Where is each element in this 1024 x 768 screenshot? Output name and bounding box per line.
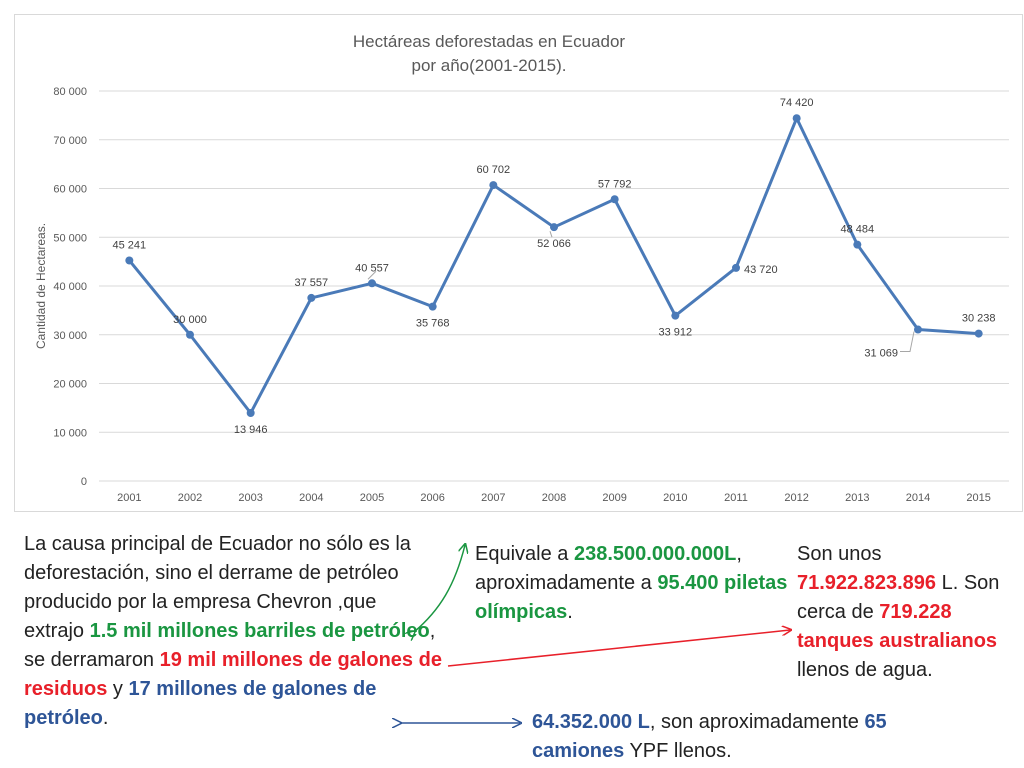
red-arrow [447,630,790,667]
data-point [671,311,680,320]
x-tick-label: 2002 [178,492,202,504]
data-label: 45 241 [113,239,147,251]
y-tick-label: 30 000 [53,330,87,342]
data-label: 52 066 [537,238,571,250]
data-point [125,256,134,265]
x-tick-label: 2013 [845,492,869,504]
oil-spilled-highlight: 17 millones de galones de petróleo [24,678,377,729]
data-point [853,240,862,249]
chart-title-line: por año(2001-2015). [411,56,566,75]
data-label: 13 946 [234,424,268,436]
y-tick-label: 50 000 [53,232,87,244]
data-point [368,279,376,288]
data-label: 43 720 [744,264,778,276]
x-tick-label: 2003 [238,492,262,504]
data-label: 31 069 [864,348,898,360]
leader-line [549,231,553,238]
data-label: 30 238 [962,313,996,325]
oil-extracted-highlight: 1.5 mil millones barriles de petróleo [89,620,430,642]
data-point [550,223,558,232]
tanks-note: Son unos 71.922.823.896 L. Son cerca de … [797,543,1000,681]
y-tick-label: 20 000 [53,379,87,391]
x-tick-label: 2009 [602,492,626,504]
x-tick-label: 2006 [420,492,444,504]
data-label: 57 792 [598,178,632,190]
equivalence-note: Equivale a 238.500.000.000L, aproximadam… [475,543,788,623]
x-tick-label: 2011 [724,492,748,504]
data-point [186,330,194,339]
data-point [428,302,437,311]
data-label: 60 702 [477,164,511,176]
data-label: 37 557 [295,277,329,289]
series-line [128,116,979,415]
data-point [489,181,498,190]
leader-line [900,331,915,353]
leader-line [367,270,377,280]
data-point [732,263,740,272]
data-point [610,195,619,204]
data-label: 35 768 [416,318,450,330]
data-label: 48 484 [841,224,875,236]
data-point [914,325,922,334]
y-tick-label: 0 [81,476,87,488]
waste-spilled-highlight: 19 mil millones de galones de residuos [24,649,442,700]
x-tick-label: 2012 [784,492,808,504]
x-tick-label: 2005 [360,492,384,504]
y-tick-label: 70 000 [53,135,87,147]
x-tick-label: 2007 [481,492,505,504]
chart-frame: Hectáreas deforestadas en Ecuador por año… [14,14,1023,512]
data-label: 40 557 [355,262,389,274]
y-tick-label: 40 000 [53,281,87,293]
data-point [246,409,255,418]
y-tick-label: 80 000 [53,86,87,98]
data-label: 74 420 [780,97,814,109]
y-tick-label: 10 000 [53,427,87,439]
x-tick-label: 2008 [542,492,566,504]
chart-title-line: Hectáreas deforestadas en Ecuador [353,32,626,51]
cause-paragraph: La causa principal de Ecuador no sólo es… [24,533,442,729]
data-point [307,293,316,302]
y-tick-label: 60 000 [53,184,87,196]
x-tick-label: 2004 [299,492,323,504]
data-label: 33 912 [659,327,693,339]
x-tick-label: 2015 [966,492,990,504]
y-axis-label: Cantidad de Hectareas. [34,223,48,349]
line-chart: Hectáreas deforestadas en Ecuador por año… [34,32,1009,504]
x-tick-label: 2014 [906,492,930,504]
data-point [792,114,801,123]
data-label: 30 000 [173,314,207,326]
trucks-note: 64.352.000 L, son aproximadamente 65 cam… [532,711,887,762]
x-tick-label: 2010 [663,492,687,504]
data-point [974,329,983,338]
x-tick-label: 2001 [117,492,141,504]
